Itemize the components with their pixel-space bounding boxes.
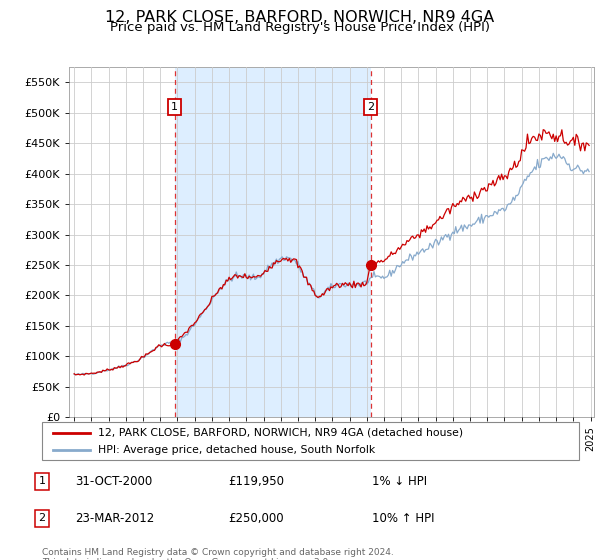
Text: 31-OCT-2000: 31-OCT-2000 xyxy=(75,475,152,488)
Text: Price paid vs. HM Land Registry's House Price Index (HPI): Price paid vs. HM Land Registry's House … xyxy=(110,21,490,34)
Text: £250,000: £250,000 xyxy=(228,512,284,525)
Text: 2: 2 xyxy=(38,514,46,523)
Text: Contains HM Land Registry data © Crown copyright and database right 2024.
This d: Contains HM Land Registry data © Crown c… xyxy=(42,548,394,560)
Text: 12, PARK CLOSE, BARFORD, NORWICH, NR9 4GA (detached house): 12, PARK CLOSE, BARFORD, NORWICH, NR9 4G… xyxy=(98,427,464,437)
Text: HPI: Average price, detached house, South Norfolk: HPI: Average price, detached house, Sout… xyxy=(98,445,376,455)
Bar xyxy=(175,67,371,417)
FancyBboxPatch shape xyxy=(42,422,579,460)
Text: 2: 2 xyxy=(367,102,374,112)
Text: 1% ↓ HPI: 1% ↓ HPI xyxy=(372,475,427,488)
Text: 1: 1 xyxy=(38,477,46,486)
Text: 1: 1 xyxy=(171,102,178,112)
Text: 12, PARK CLOSE, BARFORD, NORWICH, NR9 4GA: 12, PARK CLOSE, BARFORD, NORWICH, NR9 4G… xyxy=(106,10,494,25)
Text: 10% ↑ HPI: 10% ↑ HPI xyxy=(372,512,434,525)
Text: 23-MAR-2012: 23-MAR-2012 xyxy=(75,512,154,525)
Text: £119,950: £119,950 xyxy=(228,475,284,488)
